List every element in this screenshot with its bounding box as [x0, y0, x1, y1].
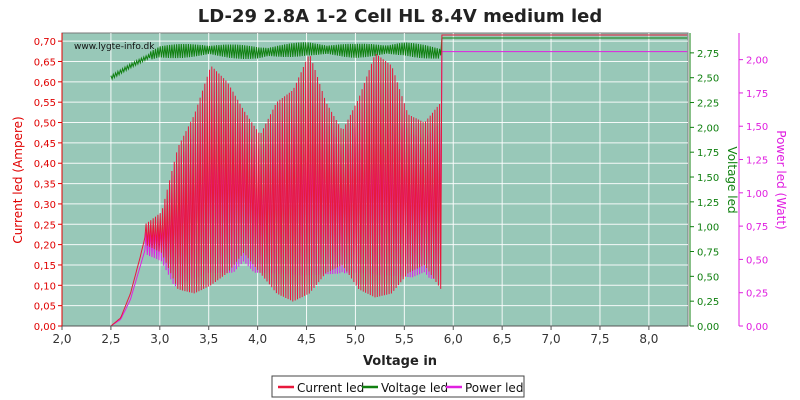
y-left-tick-label: 0,25: [34, 220, 56, 231]
legend-label-current: Current led: [297, 381, 364, 395]
x-tick-label: 2,5: [101, 332, 120, 346]
y-right1-tick-label: 0,75: [697, 248, 719, 259]
y-right2-tick-label: 2,00: [746, 56, 768, 67]
y-ticks-left: 0,00 0,05 0,10 0,15 0,20 0,25 0,30 0,35 0,40 0,45…: [34, 37, 62, 333]
y-right1-tick-label: 1,25: [697, 198, 719, 209]
y-right2-tick-label: 1,00: [746, 189, 768, 200]
x-tick-label: 7,5: [590, 332, 609, 346]
x-tick-label: 4,0: [248, 332, 267, 346]
y-right1-tick-label: 0,00: [697, 322, 719, 333]
y-ticks-right1: 0,00 0,25 0,50 0,75 1,00 1,25 1,50 1,75 2,00 2,25…: [690, 49, 719, 333]
x-axis-label: Voltage in: [363, 354, 437, 369]
x-tick-label: 8,0: [639, 332, 658, 346]
y-left-tick-label: 0,65: [34, 57, 56, 68]
y-left-tick-label: 0,35: [34, 180, 56, 191]
x-tick-label: 5,0: [346, 332, 365, 346]
x-tick-label: 2,0: [52, 332, 71, 346]
y-left-tick-label: 0,05: [34, 302, 56, 313]
y-right2-tick-label: 1,25: [746, 156, 768, 167]
y-left-tick-label: 0,00: [34, 322, 56, 333]
x-tick-label: 5,5: [395, 332, 414, 346]
legend: Current led Voltage led Power led: [271, 375, 525, 398]
y-right2-tick-label: 0,00: [746, 322, 768, 333]
y-left-tick-label: 0,50: [34, 119, 56, 130]
y-left-tick-label: 0,60: [34, 78, 56, 89]
y-right1-tick-label: 0,50: [697, 272, 719, 283]
y-right1-tick-label: 1,50: [697, 173, 719, 184]
x-tick-label: 4,5: [297, 332, 316, 346]
y-right1-tick-label: 2,00: [697, 123, 719, 134]
y-left-tick-label: 0,70: [34, 37, 56, 48]
legend-box: [271, 375, 525, 398]
y-left-tick-label: 0,30: [34, 200, 56, 211]
y-left-tick-label: 0,45: [34, 139, 56, 150]
y-axis-right1-label: Voltage led: [725, 146, 739, 213]
y-left-tick-label: 0,15: [34, 261, 56, 272]
series-current-led-line: [110, 34, 688, 327]
y-right2-tick-label: 1,75: [746, 89, 768, 100]
y-left-tick-label: 0,40: [34, 159, 56, 170]
legend-label-voltage: Voltage led: [381, 381, 448, 395]
watermark-text: www.lygte-info.dk: [74, 42, 155, 52]
y-right1-tick-label: 1,75: [697, 148, 719, 159]
y-right2-tick-label: 1,50: [746, 122, 768, 133]
x-tick-label: 6,5: [493, 332, 512, 346]
chart-title: LD-29 2.8A 1-2 Cell HL 8.4V medium led: [198, 6, 602, 27]
x-tick-label: 3,5: [199, 332, 218, 346]
y-right1-tick-label: 0,25: [697, 297, 719, 308]
y-left-tick-label: 0,10: [34, 281, 56, 292]
y-left-tick-label: 0,20: [34, 241, 56, 252]
x-tick-label: 3,0: [150, 332, 169, 346]
y-right1-tick-label: 2,75: [697, 49, 719, 60]
x-tick-label: 6,0: [444, 332, 463, 346]
series-layer: [110, 34, 688, 327]
legend-label-power: Power led: [465, 381, 523, 395]
y-right2-tick-label: 0,25: [746, 289, 768, 300]
x-ticks: 2,0 2,5 3,0 3,5 4,0 4,5 5,0 5,5 6,0 6,5 7,0 7,5 8,0: [52, 326, 658, 346]
y-right2-tick-label: 0,75: [746, 222, 768, 233]
y-ticks-right2: 0,00 0,25 0,50 0,75 1,00 1,25 1,50 1,75 2,00: [739, 56, 768, 333]
y-right1-tick-label: 2,25: [697, 99, 719, 110]
y-left-tick-label: 0,55: [34, 98, 56, 109]
series-voltage-led-line: [110, 37, 688, 81]
y-right1-tick-label: 2,50: [697, 74, 719, 85]
y-right1-tick-label: 1,00: [697, 223, 719, 234]
x-tick-label: 7,0: [542, 332, 561, 346]
y-axis-left-label: Current led (Ampere): [11, 116, 25, 243]
y-axis-right2-label: Power led (Watt): [774, 130, 788, 229]
y-right2-tick-label: 0,50: [746, 255, 768, 266]
